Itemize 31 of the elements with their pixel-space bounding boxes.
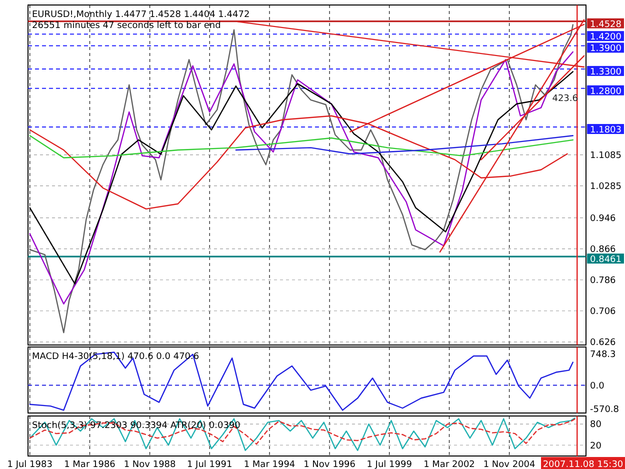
x-tick-label: 1 Jul 1991 [186, 460, 232, 469]
y-tick-label: 0.946 [590, 214, 616, 224]
ref-line-label: 1.1803 [590, 126, 622, 136]
y-tick-label: -570.8 [590, 405, 620, 416]
ref-line-label: 1.4200 [590, 32, 622, 43]
y-tick-label: 748.3 [590, 350, 616, 360]
y-tick-label: 0.626 [590, 338, 616, 348]
x-tick-label: 1 Nov 1988 [124, 460, 176, 469]
text: 26551 minutes 47 seconds left to bar end [32, 21, 221, 31]
x-tick-label: 1 Mar 1994 [244, 460, 296, 469]
ref-line-label: 1.2800 [590, 86, 622, 97]
x-tick-label: 1 Nov 2004 [483, 460, 536, 469]
x-tick-label: 1 Nov 1996 [304, 460, 356, 469]
y-tick-label: 1.0285 [590, 182, 622, 192]
y-tick-label: 20 [590, 441, 602, 452]
x-tick-label: 1 Mar 1986 [64, 460, 116, 469]
ref-line-label: 0.8461 [590, 255, 622, 266]
y-tick-label: 0.866 [590, 245, 616, 256]
ref-line-label: 1.3300 [590, 67, 622, 78]
ref-line-label: 1.4528 [590, 20, 622, 30]
y-tick-label: 80 [590, 420, 602, 430]
y-tick-label: 0.786 [590, 276, 616, 286]
x-tick-label: 1 Jul 1999 [366, 460, 412, 469]
x-tick-label: 1 Jul 1983 [7, 460, 52, 469]
y-tick-label: 1.1085 [590, 150, 622, 161]
x-tick-label: 1 Mar 2002 [424, 460, 475, 469]
text: EURUSD!,Monthly 1.4477 1.4528 1.4404 1.4472 [32, 10, 250, 20]
ref-line-label: 1.3900 [590, 44, 622, 54]
y-tick-label: 0.706 [590, 307, 616, 318]
ref-line-label: 2007.11.08 15:30 [542, 460, 624, 469]
y-tick-label: 0.0 [590, 381, 605, 392]
